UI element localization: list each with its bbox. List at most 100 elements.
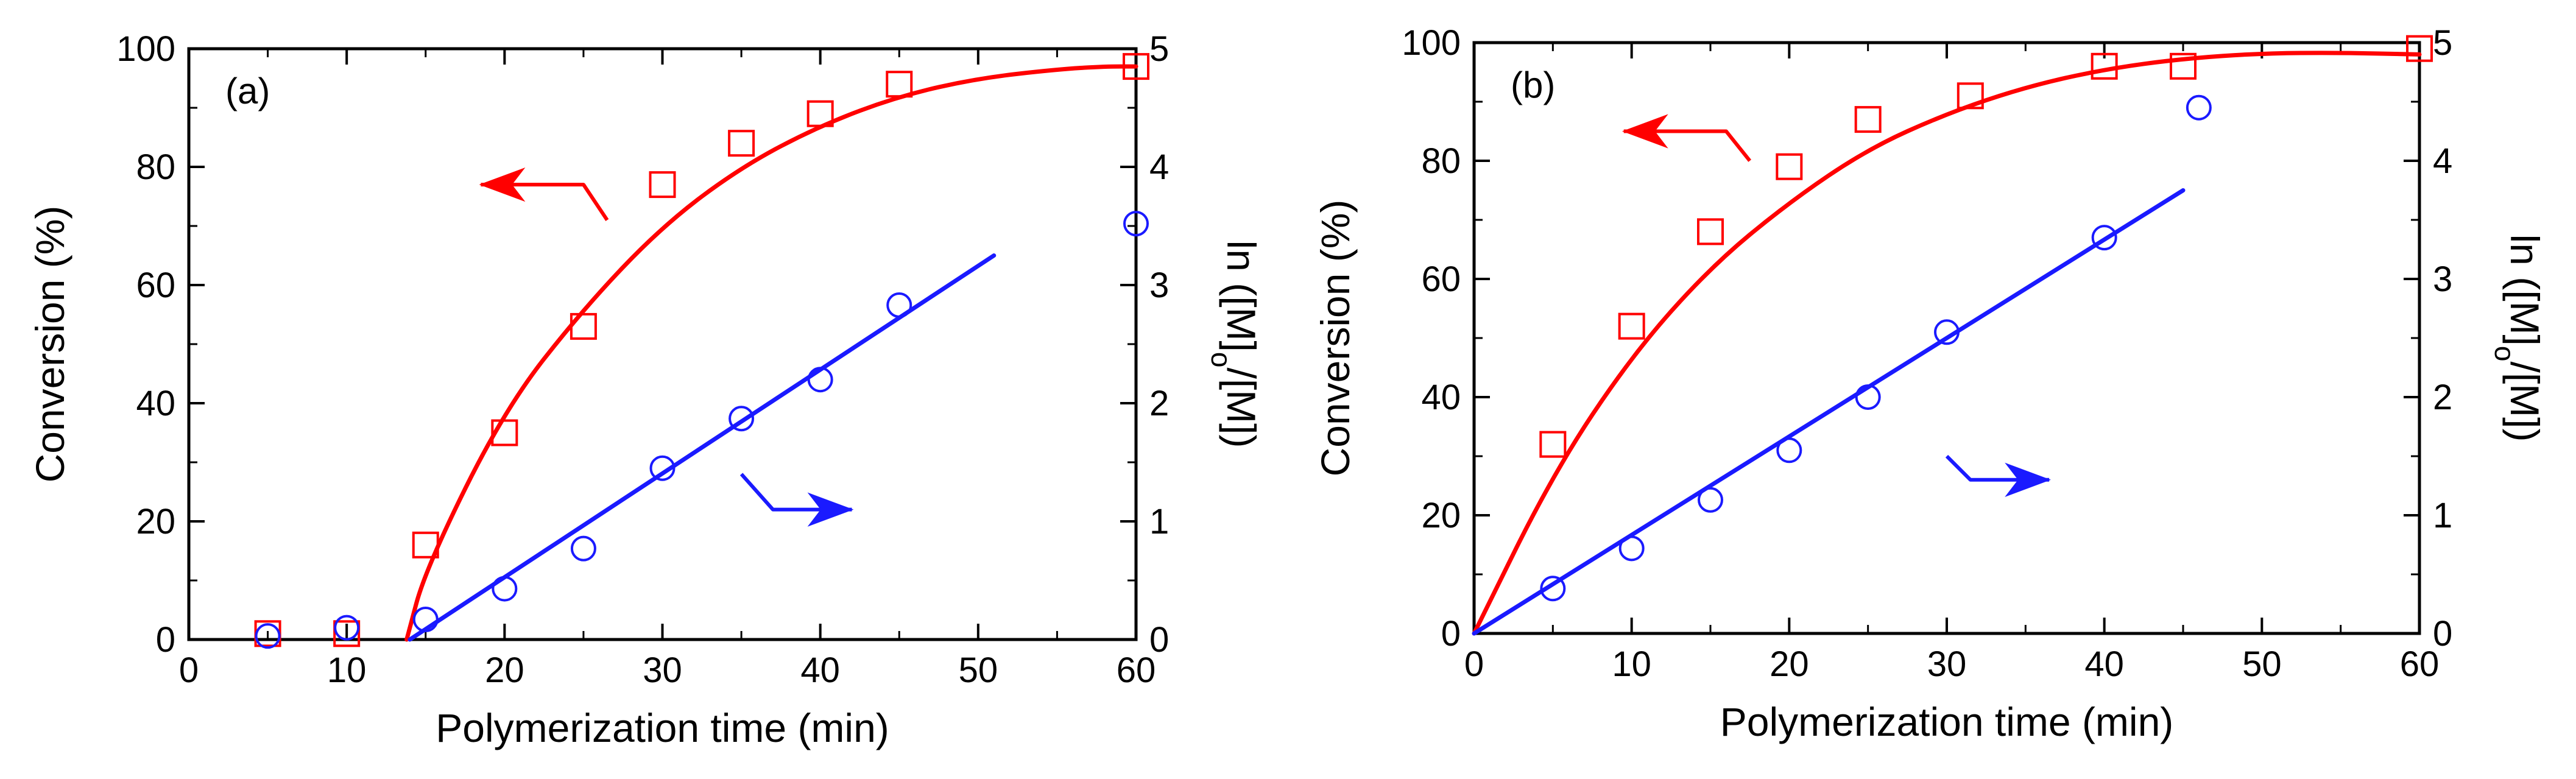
ln-point — [1540, 576, 1566, 602]
x-tick-label: 50 — [2242, 644, 2282, 684]
conversion-fit-curve — [1472, 51, 2422, 636]
y2-axis-title-sub: o — [2489, 346, 2521, 362]
y-tick-label: 100 — [1402, 23, 1461, 63]
y-tick-label: 60 — [1421, 259, 1461, 299]
conversion-point — [333, 620, 361, 647]
y-tick-label: 100 — [116, 29, 175, 69]
y2-tick-label: 2 — [1149, 384, 1169, 423]
y2-tick-label: 1 — [1149, 502, 1169, 541]
x-tick-label: 10 — [327, 650, 367, 690]
conversion-axis-arrow-head — [1621, 114, 1668, 149]
conversion-point — [1776, 153, 1803, 180]
x-tick-label: 0 — [179, 650, 199, 690]
y-tick-label: 20 — [1421, 496, 1461, 535]
y2-tick-label: 4 — [2433, 141, 2452, 181]
y2-axis-title-sub: o — [1205, 352, 1237, 368]
y2-tick-label: 1 — [2433, 496, 2452, 535]
x-tick-label: 40 — [800, 650, 840, 690]
y-tick-label: 0 — [1441, 614, 1461, 654]
y2-tick-label: 5 — [2433, 23, 2452, 63]
y-tick-label: 0 — [156, 620, 175, 660]
y2-axis-title-main: ln ([M] — [2502, 234, 2547, 346]
y2-axis-title: ln ([M]o/[M]) — [1205, 241, 1264, 448]
x-axis-title: Polymerization time (min) — [1720, 699, 2174, 744]
y-tick-label: 60 — [136, 266, 175, 305]
conversion-point — [2406, 35, 2433, 62]
x-axis-title: Polymerization time (min) — [436, 705, 889, 750]
x-tick-label: 30 — [1927, 644, 1967, 684]
conversion-point — [2091, 52, 2118, 80]
conversion-axis-arrow-shaft — [481, 183, 609, 221]
y-tick-label: 80 — [1421, 141, 1461, 181]
conversion-point — [1957, 82, 1984, 110]
y-tick-label: 40 — [1421, 378, 1461, 417]
conversion-point — [1618, 312, 1645, 340]
x-tick-label: 20 — [485, 650, 524, 690]
ln-point — [412, 607, 439, 633]
panel-label: (a) — [225, 71, 270, 111]
conversion-axis-arrow-shaft — [1623, 129, 1752, 162]
y2-tick-label: 3 — [1149, 266, 1169, 305]
ln-point — [649, 455, 676, 481]
y2-tick-label: 0 — [1149, 620, 1169, 660]
x-tick-label: 0 — [1464, 644, 1484, 684]
y2-tick-label: 2 — [2433, 378, 2452, 417]
ln-point — [2091, 225, 2117, 251]
conversion-point — [1697, 218, 1724, 245]
y2-axis-title-main: ln ([M] — [1219, 241, 1264, 352]
ln-point — [1618, 535, 1645, 562]
ln-point — [1855, 384, 1881, 410]
y-axis-title: Conversion (%) — [27, 206, 72, 483]
y2-axis-title-end: /[M]) — [1219, 367, 1264, 448]
x-tick-label: 40 — [2084, 644, 2124, 684]
ln-point — [729, 406, 755, 432]
chart-panel-b: 0 10 20 30 40 50 60020406080100012345Polymeriz… — [1313, 23, 2547, 744]
conversion-point — [1539, 431, 1567, 458]
conversion-fit-curve — [404, 64, 1138, 642]
ln-point — [492, 576, 518, 602]
y2-axis-title: ln ([M]o/[M]) — [2489, 234, 2547, 442]
ln-point — [1934, 319, 1960, 345]
ln-point — [1776, 437, 1802, 464]
x-tick-label: 60 — [2400, 644, 2440, 684]
ln-axis-arrow-head — [2005, 462, 2052, 497]
y2-tick-label: 5 — [1149, 29, 1169, 69]
ln-axis-arrow-head — [807, 492, 854, 527]
ln-point — [570, 535, 596, 562]
ln-point — [255, 623, 281, 649]
plot-frame-a — [187, 47, 1138, 641]
chart-panel-a: 0 10 20 30 40 50 60020406080100012345Polymeriz… — [27, 29, 1264, 750]
panel-label: (b) — [1511, 65, 1555, 105]
conversion-point — [728, 130, 755, 157]
ln-point — [886, 292, 912, 318]
x-tick-label: 10 — [1612, 644, 1651, 684]
x-tick-label: 60 — [1117, 650, 1156, 690]
conversion-point — [491, 419, 518, 446]
conversion-point — [649, 171, 676, 199]
x-tick-label: 30 — [643, 650, 682, 690]
conversion-axis-arrow-head — [479, 167, 526, 202]
conversion-point — [1854, 106, 1882, 133]
conversion-point — [412, 531, 439, 559]
conversion-point — [886, 71, 913, 98]
conversion-point — [1123, 53, 1149, 80]
y-tick-label: 40 — [136, 384, 175, 423]
ln-point — [1698, 487, 1723, 513]
ln-point — [334, 615, 360, 641]
conversion-point — [570, 312, 597, 340]
conversion-point — [806, 100, 834, 127]
x-tick-label: 50 — [959, 650, 998, 690]
conversion-point — [2170, 52, 2197, 80]
x-tick-label: 20 — [1770, 644, 1809, 684]
ln-point — [1123, 211, 1149, 237]
ln-fit-line — [1472, 188, 2186, 636]
y2-tick-label: 0 — [2433, 614, 2452, 654]
y2-tick-label: 4 — [1149, 147, 1169, 187]
y-tick-label: 80 — [136, 147, 175, 187]
ln-point — [2186, 94, 2212, 121]
y-tick-label: 20 — [136, 502, 175, 541]
y-axis-title: Conversion (%) — [1313, 200, 1358, 477]
y2-tick-label: 3 — [2433, 259, 2452, 299]
ln-point — [807, 367, 833, 393]
